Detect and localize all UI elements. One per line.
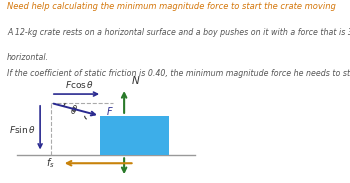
Text: horizontal.: horizontal. — [7, 53, 49, 62]
Text: $mg$: $mg$ — [116, 182, 133, 183]
Text: A 12-kg crate rests on a horizontal surface and a boy pushes on it with a force : A 12-kg crate rests on a horizontal surf… — [7, 28, 350, 37]
Text: $\theta$: $\theta$ — [70, 105, 77, 116]
Text: $\theta$: $\theta$ — [71, 103, 78, 114]
Text: $F\sin\theta$: $F\sin\theta$ — [9, 124, 36, 135]
Text: $F$: $F$ — [106, 105, 114, 117]
Text: Need help calculating the minimum magnitude force to start the crate moving: Need help calculating the minimum magnit… — [7, 2, 336, 11]
Bar — [100, 116, 169, 155]
Text: $f_s$: $f_s$ — [47, 156, 55, 170]
Text: $N$: $N$ — [131, 74, 140, 86]
Text: If the coefficient of static friction is 0.40, the minimum magnitude force he ne: If the coefficient of static friction is… — [7, 68, 350, 78]
Text: $F\cos\theta$: $F\cos\theta$ — [65, 79, 94, 90]
